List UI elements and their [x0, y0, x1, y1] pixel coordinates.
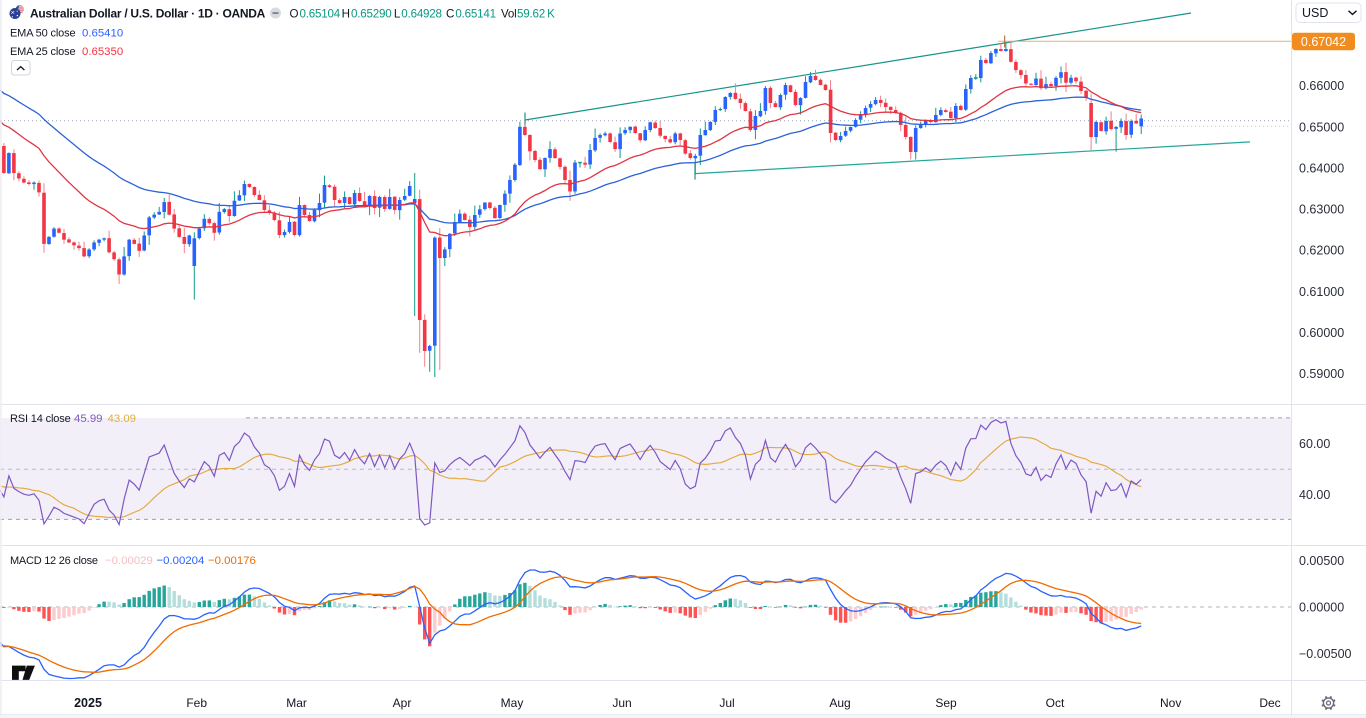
svg-text:0.62000: 0.62000: [1299, 244, 1344, 258]
svg-text:L: L: [394, 7, 401, 20]
svg-text:−0.00176: −0.00176: [208, 555, 256, 567]
svg-text:Oct: Oct: [1046, 696, 1065, 710]
svg-text:Jun: Jun: [612, 696, 631, 710]
svg-text:0.67042: 0.67042: [1301, 35, 1346, 49]
svg-text:43.09: 43.09: [108, 413, 137, 425]
svg-text:0.63000: 0.63000: [1299, 203, 1344, 217]
svg-text:0.60000: 0.60000: [1299, 326, 1344, 340]
svg-text:Vol: Vol: [501, 7, 517, 20]
svg-text:0.61000: 0.61000: [1299, 285, 1344, 299]
svg-text:Australian Dollar / U.S. Dolla: Australian Dollar / U.S. Dollar · 1D · O…: [30, 6, 266, 20]
svg-text:0.65350: 0.65350: [82, 46, 123, 58]
svg-text:EMA 25 close: EMA 25 close: [10, 46, 75, 58]
svg-text:0.65290: 0.65290: [351, 7, 392, 20]
svg-text:59.62 K: 59.62 K: [517, 7, 555, 20]
svg-text:C: C: [446, 7, 454, 20]
svg-text:EMA 50 close: EMA 50 close: [10, 28, 75, 40]
svg-text:0.64928: 0.64928: [401, 7, 442, 20]
svg-text:0.65104: 0.65104: [300, 7, 341, 20]
svg-text:H: H: [342, 7, 350, 20]
svg-text:Mar: Mar: [286, 696, 307, 710]
svg-text:RSI 14 close: RSI 14 close: [10, 413, 71, 425]
svg-text:0.66000: 0.66000: [1299, 79, 1344, 93]
svg-text:0.65000: 0.65000: [1299, 120, 1344, 134]
svg-text:Dec: Dec: [1259, 696, 1280, 710]
svg-text:Feb: Feb: [186, 696, 207, 710]
svg-text:−0.00204: −0.00204: [157, 555, 205, 567]
svg-text:2025: 2025: [74, 696, 102, 710]
svg-text:0.65410: 0.65410: [82, 28, 123, 40]
svg-text:Aug: Aug: [829, 696, 850, 710]
svg-text:0.00500: 0.00500: [1299, 554, 1344, 568]
svg-text:−0.00500: −0.00500: [1299, 647, 1352, 661]
svg-text:40.00: 40.00: [1299, 488, 1330, 502]
svg-text:O: O: [290, 7, 299, 20]
svg-text:Sep: Sep: [935, 696, 957, 710]
svg-text:60.00: 60.00: [1299, 437, 1330, 451]
svg-text:−0.00029: −0.00029: [105, 555, 153, 567]
svg-text:0.64000: 0.64000: [1299, 161, 1344, 175]
svg-text:0.00000: 0.00000: [1299, 600, 1344, 614]
svg-text:Apr: Apr: [393, 696, 412, 710]
svg-text:May: May: [501, 696, 524, 710]
svg-text:0.59000: 0.59000: [1299, 367, 1344, 381]
svg-text:Nov: Nov: [1160, 696, 1181, 710]
svg-text:0.65141: 0.65141: [455, 7, 496, 20]
svg-text:Jul: Jul: [719, 696, 734, 710]
svg-text:USD: USD: [1302, 6, 1328, 20]
svg-text:MACD 12 26 close: MACD 12 26 close: [10, 555, 98, 567]
svg-text:45.99: 45.99: [74, 413, 103, 425]
